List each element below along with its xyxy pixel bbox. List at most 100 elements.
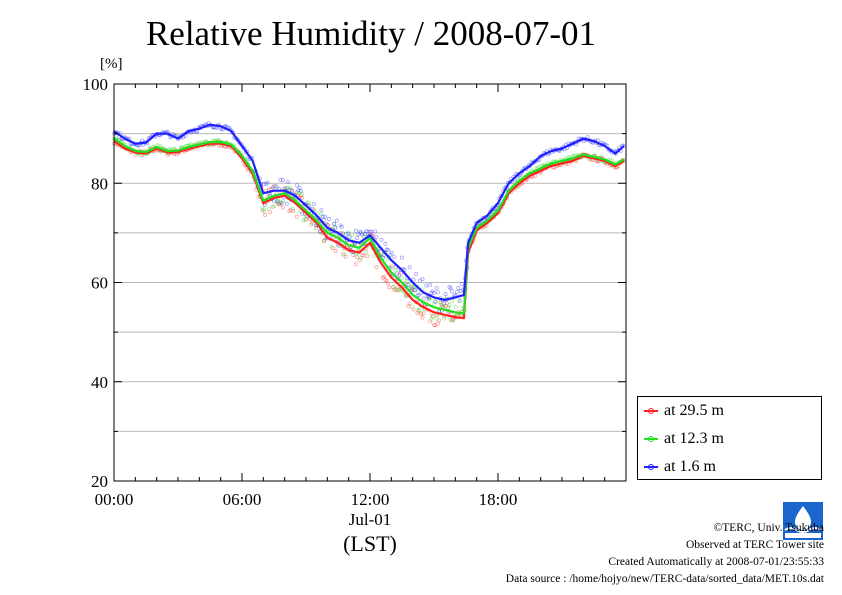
scatter-point: [453, 305, 458, 310]
scatter-point: [333, 225, 338, 230]
legend-item-1-6m: at 1.6 m: [644, 456, 716, 478]
scatter-point: [357, 229, 362, 234]
scatter-point: [397, 272, 402, 277]
scatter-point: [410, 286, 415, 291]
series-line-at-1-6-m: [113, 123, 625, 301]
scatter-point: [272, 184, 276, 188]
legend-label: at 1.6 m: [664, 458, 716, 475]
scatter-point: [334, 218, 339, 223]
scatter-point: [429, 290, 434, 295]
y-tick-label: 100: [83, 75, 109, 94]
scatter-point: [291, 209, 296, 214]
scatter-point: [274, 184, 279, 189]
scatter-point: [442, 301, 447, 306]
scatter-point: [442, 316, 447, 321]
scatter-point: [342, 252, 347, 257]
scatter-point: [279, 201, 284, 206]
scatter-point: [449, 289, 454, 294]
scatter-point: [426, 297, 431, 302]
scatter-point: [360, 232, 365, 237]
legend-label: at 12.3 m: [664, 430, 724, 447]
scatter-point: [419, 310, 424, 315]
scatter-point: [264, 181, 269, 186]
y-axis-unit: [%]: [100, 56, 123, 72]
scatter-point: [430, 289, 435, 294]
scatter-point: [416, 309, 421, 314]
scatter-point: [362, 231, 367, 236]
scatter-point: [353, 252, 358, 257]
scatter-point: [343, 231, 348, 236]
scatter-point: [281, 199, 285, 204]
scatter-point: [392, 287, 397, 292]
footer-observed: Observed at TERC Tower site: [685, 539, 824, 551]
scatter-point: [362, 232, 367, 237]
scatter-point: [339, 224, 344, 229]
x-tick-label: 06:00: [223, 490, 262, 509]
scatter-point: [417, 306, 422, 311]
scatter-point: [338, 223, 343, 228]
scatter-point: [396, 288, 401, 293]
scatter-point: [420, 315, 425, 320]
scatter-point: [421, 296, 426, 301]
scatter-point: [428, 319, 433, 324]
scatter-point: [416, 293, 421, 297]
scatter-point: [443, 292, 448, 296]
scatter-point: [260, 208, 265, 213]
scatter-point: [288, 185, 293, 190]
scatter-point: [314, 224, 319, 229]
scatter-point: [286, 180, 291, 185]
scatter-point: [365, 229, 370, 234]
scatter-point: [300, 192, 305, 197]
legend-label: at 29.5 m: [664, 402, 724, 419]
scatter-point: [355, 255, 360, 260]
series-line-at-29-5-m: [113, 140, 625, 320]
scatter-point: [391, 285, 395, 290]
scatter-point: [410, 285, 415, 290]
scatter-point: [347, 234, 352, 239]
scatter-point: [416, 308, 421, 313]
scatter-point: [341, 231, 346, 236]
scatter-point: [383, 278, 388, 282]
scatter-point: [274, 198, 279, 203]
scatter-point: [287, 209, 292, 213]
scatter-point: [446, 305, 451, 310]
scatter-point: [302, 217, 307, 222]
scatter-point: [277, 202, 282, 207]
scatter-point: [300, 195, 305, 200]
scatter-point: [281, 205, 285, 210]
scatter-point: [414, 288, 419, 293]
scatter-point: [333, 225, 338, 230]
scatter-point: [333, 249, 338, 253]
scatter-point: [353, 228, 358, 233]
scatter-point: [346, 230, 351, 235]
scatter-point: [284, 201, 289, 206]
scatter-point: [411, 285, 416, 290]
x-axis-date-label: Jul-01: [348, 510, 392, 529]
legend-swatch: [644, 464, 658, 470]
scatter-point: [295, 190, 299, 195]
scatter-point: [430, 314, 435, 319]
scatter-point: [421, 311, 426, 316]
scatter-point: [351, 252, 356, 257]
scatter-point: [457, 298, 462, 303]
chart-title: Relative Humidity / 2008-07-01: [145, 14, 597, 53]
legend-swatch: [644, 436, 658, 442]
scatter-point: [263, 209, 267, 214]
scatter-point: [297, 190, 302, 195]
scatter-point: [385, 248, 390, 252]
scatter-point: [263, 213, 267, 218]
scatter-point: [319, 208, 324, 213]
scatter-point: [332, 222, 337, 226]
scatter-point: [350, 232, 355, 237]
scatter-point: [398, 271, 403, 276]
scatter-point: [374, 234, 379, 239]
scatter-point: [298, 193, 303, 198]
scatter-point: [394, 271, 399, 276]
scatter-point: [295, 214, 299, 219]
scatter-point: [284, 186, 289, 191]
scatter-point: [329, 244, 334, 249]
scatter-point: [289, 187, 294, 192]
scatter-point: [346, 231, 351, 236]
scatter-point: [417, 278, 422, 283]
scatter-point: [388, 252, 393, 257]
